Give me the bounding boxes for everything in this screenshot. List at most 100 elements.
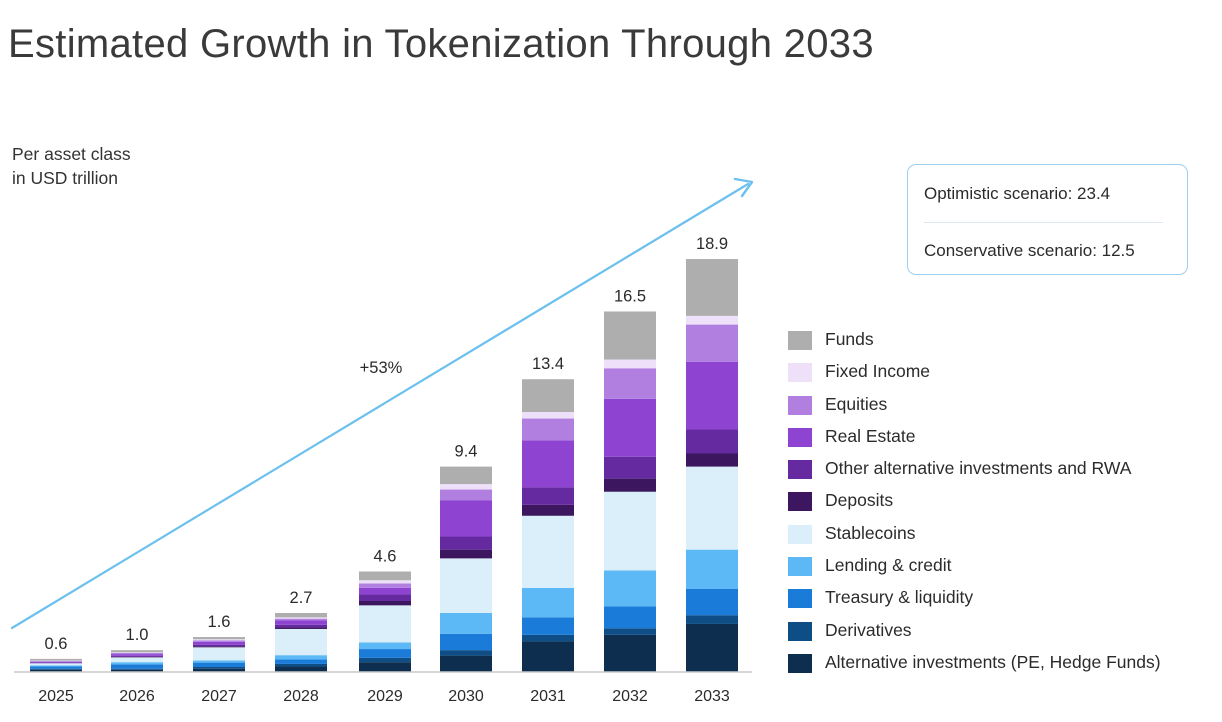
total-label-2033: 18.9	[696, 235, 728, 253]
bar-segment-2029-lending-credit	[359, 642, 411, 650]
bar-segment-2032-deposits	[604, 478, 656, 492]
bar-segment-2032-fixed-income	[604, 359, 656, 369]
bar-segment-2032-lending-credit	[604, 570, 656, 607]
bar-segment-2027-lending-credit	[193, 660, 245, 663]
bar-segment-2026-equities	[111, 652, 163, 655]
bar-segment-2027-fixed-income	[193, 639, 245, 641]
bar-segment-2031-funds	[522, 379, 574, 412]
bar-segment-2025-lending-credit	[30, 665, 82, 667]
bar-segment-2032-alternative-investments-pe-hedge-funds	[604, 634, 656, 672]
x-tick-label-2032: 2032	[612, 688, 648, 705]
legend-swatch	[788, 524, 812, 544]
bar-segment-2030-real-estate	[440, 500, 492, 537]
bar-segment-2026-real-estate	[111, 654, 163, 656]
total-label-2031: 13.4	[532, 355, 564, 373]
bar-segment-2032-other-alternative-investments-and-rwa	[604, 456, 656, 479]
growth-arrow-head	[733, 177, 754, 198]
bar-segment-2025-other-alternative-investments-and-rwa	[30, 662, 82, 664]
bar-segment-2026-funds	[111, 650, 163, 653]
legend-swatch	[788, 427, 812, 447]
bar-segment-2029-alternative-investments-pe-hedge-funds	[359, 662, 411, 672]
bar-segment-2027-funds	[193, 637, 245, 640]
legend-swatch	[788, 395, 812, 415]
bar-segment-2025-funds	[30, 658, 82, 661]
bar-segment-2030-lending-credit	[440, 613, 492, 634]
bar-segment-2030-derivatives	[440, 650, 492, 656]
bar-segment-2025-derivatives	[30, 668, 82, 670]
bar-segment-2029-treasury-liquidity	[359, 649, 411, 658]
bar-segment-2031-real-estate	[522, 440, 574, 488]
x-tick-label-2025: 2025	[38, 688, 74, 705]
x-tick-label-2028: 2028	[283, 688, 319, 705]
bar-segment-2027-treasury-liquidity	[193, 662, 245, 667]
bar-segment-2031-other-alternative-investments-and-rwa	[522, 487, 574, 505]
bar-segment-2030-equities	[440, 489, 492, 501]
bar-segment-2033-fixed-income	[686, 315, 738, 325]
scenario-box: Optimistic scenario: 23.4 Conservative s…	[907, 164, 1188, 275]
bar-segment-2025-alternative-investments-pe-hedge-funds	[30, 669, 82, 672]
legend-label: Equities	[825, 393, 888, 414]
growth-arrow	[10, 177, 754, 630]
bar-segment-2030-stablecoins	[440, 558, 492, 614]
total-label-2029: 4.6	[374, 547, 397, 565]
bar-segment-2027-equities	[193, 640, 245, 642]
bar-segment-2033-funds	[686, 259, 738, 316]
bar-segment-2030-other-alternative-investments-and-rwa	[440, 536, 492, 550]
bar-segment-2033-equities	[686, 324, 738, 362]
bar-segment-2033-real-estate	[686, 361, 738, 430]
bar-segment-2030-deposits	[440, 549, 492, 559]
bar-segment-2027-stablecoins	[193, 647, 245, 661]
conservative-scenario: Conservative scenario: 12.5	[924, 241, 1135, 260]
bar-segment-2028-treasury-liquidity	[275, 659, 327, 664]
legend-label: Fixed Income	[825, 361, 931, 382]
bar-segment-2032-real-estate	[604, 398, 656, 457]
bar-segment-2031-fixed-income	[522, 411, 574, 419]
bar-segment-2032-equities	[604, 368, 656, 399]
bar-segment-2030-alternative-investments-pe-hedge-funds	[440, 655, 492, 672]
bar-segment-2029-fixed-income	[359, 580, 411, 584]
bar-segment-2026-stablecoins	[111, 657, 163, 663]
growth-arrow-line	[10, 182, 750, 630]
legend-swatch	[788, 460, 812, 480]
bar-segment-2030-treasury-liquidity	[440, 633, 492, 651]
bar-segment-2027-real-estate	[193, 641, 245, 645]
optimistic-scenario: Optimistic scenario: 23.4	[924, 184, 1111, 203]
bar-segment-2027-deposits	[193, 646, 245, 648]
bar-segment-2029-stablecoins	[359, 605, 411, 643]
unit-line-1: Per asset class	[12, 144, 131, 164]
legend-swatch	[788, 492, 812, 512]
growth-label: +53%	[360, 359, 403, 377]
bar-segment-2028-funds	[275, 613, 327, 618]
bar-segment-2033-deposits	[686, 453, 738, 467]
x-tick-label-2026: 2026	[119, 688, 155, 705]
legend-label: Stablecoins	[825, 522, 916, 543]
bar-segment-2032-funds	[604, 311, 656, 360]
x-tick-label-2030: 2030	[448, 688, 484, 705]
scenario-divider	[924, 222, 1163, 223]
chart-title: Estimated Growth in Tokenization Through…	[8, 22, 874, 66]
bar-segment-2031-lending-credit	[522, 587, 574, 618]
bar-segment-2026-treasury-liquidity	[111, 664, 163, 669]
unit-line-2: in USD trillion	[12, 168, 118, 188]
bar-segment-2026-lending-credit	[111, 662, 163, 665]
bar-segment-2028-derivatives	[275, 663, 327, 667]
total-label-2027: 1.6	[208, 613, 231, 631]
x-tick-label-2031: 2031	[530, 688, 566, 705]
bar-segment-2028-lending-credit	[275, 655, 327, 660]
bar-segment-2031-deposits	[522, 504, 574, 516]
legend-label: Deposits	[825, 490, 894, 511]
bar-segment-2029-derivatives	[359, 657, 411, 663]
bar-segment-2026-fixed-income	[111, 652, 163, 653]
bar-segment-2032-stablecoins	[604, 491, 656, 571]
bar-segment-2033-lending-credit	[686, 549, 738, 589]
bar-segment-2025-stablecoins	[30, 663, 82, 666]
legend-label: Derivatives	[825, 619, 912, 640]
bar-segment-2028-other-alternative-investments-and-rwa	[275, 624, 327, 628]
bar-segment-2029-funds	[359, 571, 411, 581]
x-tick-label-2027: 2027	[201, 688, 237, 705]
bar-segment-2025-treasury-liquidity	[30, 666, 82, 669]
bar-segment-2026-derivatives	[111, 668, 163, 670]
bar-segment-2025-equities	[30, 661, 82, 662]
legend-swatch	[788, 653, 812, 673]
